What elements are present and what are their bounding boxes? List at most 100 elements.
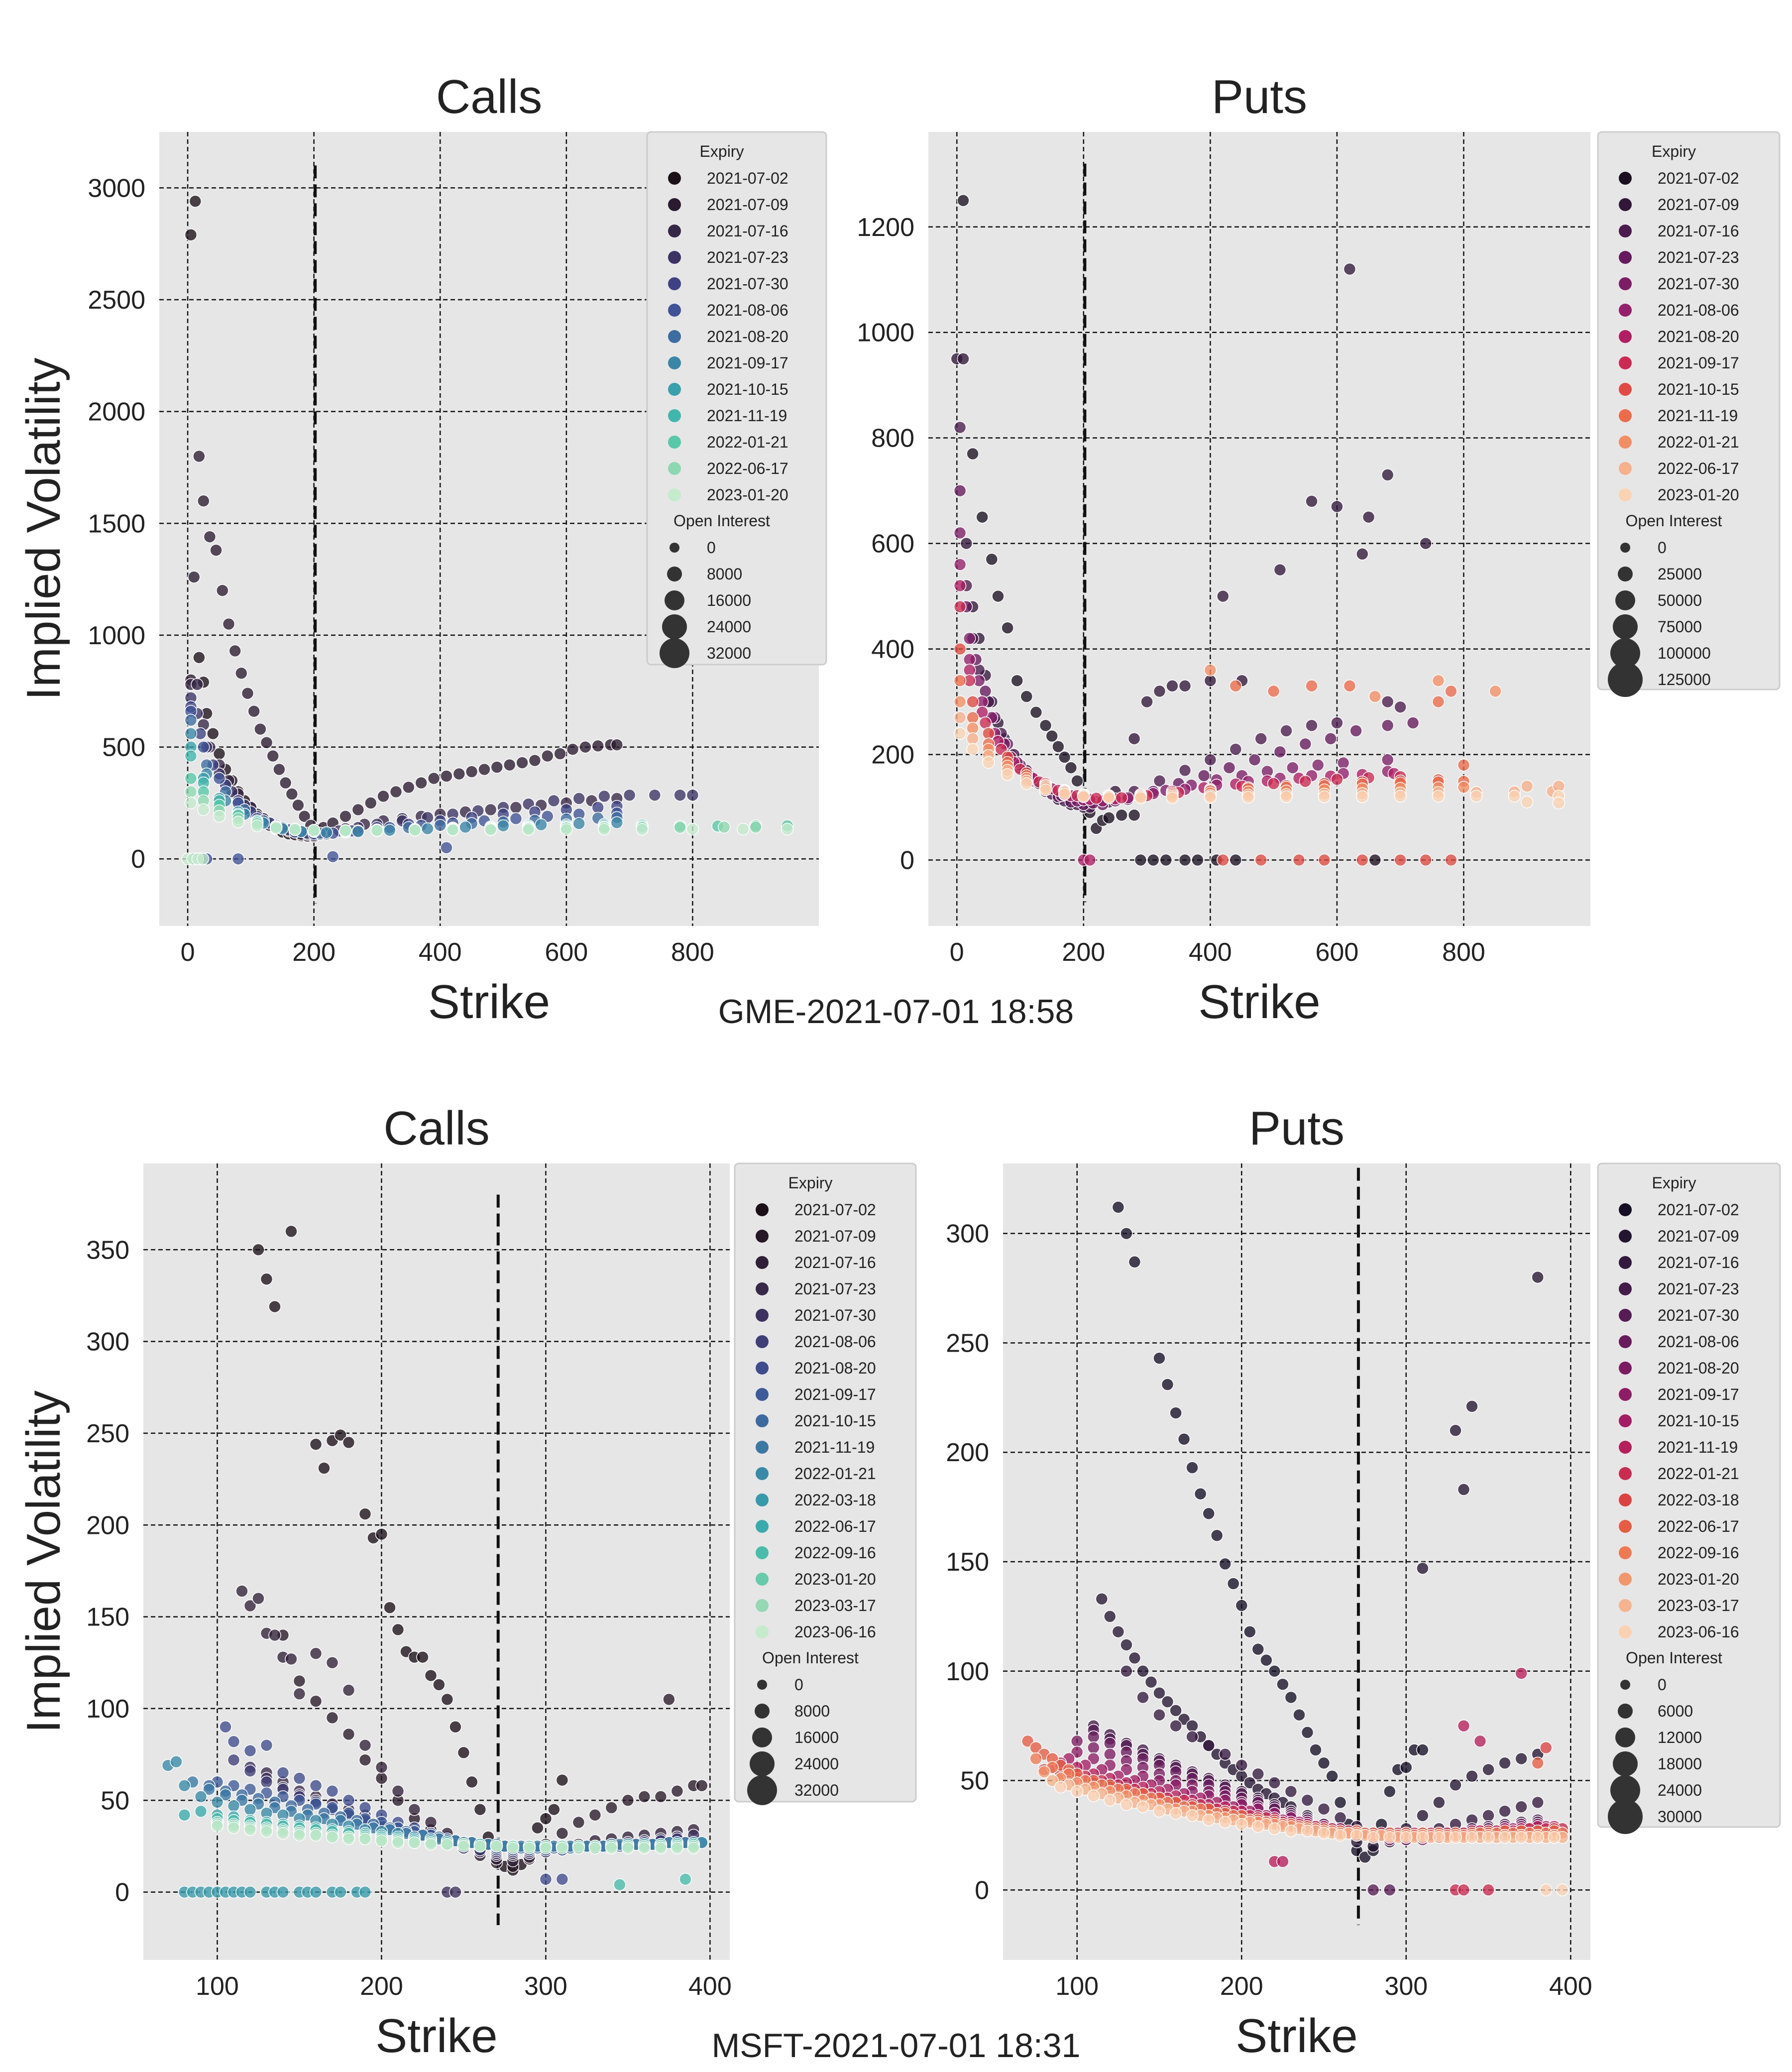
data-point: [1090, 792, 1103, 805]
legend-marker: [1619, 436, 1632, 449]
data-point: [250, 819, 264, 832]
data-point: [285, 788, 299, 801]
legend-size-label: 16000: [794, 1728, 839, 1746]
data-point: [191, 678, 204, 691]
data-point: [588, 1842, 602, 1854]
data-point: [1070, 1785, 1084, 1798]
data-point: [982, 727, 995, 740]
y-axis-label: Implied Volatility: [17, 357, 70, 700]
data-point: [203, 1783, 216, 1796]
legend-expiry-title: Expiry: [700, 142, 744, 160]
data-point: [1318, 853, 1331, 867]
data-point: [963, 632, 976, 645]
data-point: [509, 801, 523, 814]
series-2023-06-16: [1054, 1780, 1569, 1897]
data-point: [1058, 751, 1071, 764]
legend-expiry-label: 2021-10-15: [1658, 1412, 1739, 1430]
data-point: [953, 711, 967, 724]
data-point: [556, 1873, 569, 1886]
data-point: [193, 651, 206, 664]
legend-expiry-label: 2021-10-15: [794, 1412, 876, 1430]
data-point: [364, 797, 377, 809]
legend-size-marker: [1615, 1727, 1635, 1747]
x-tick-label: 100: [196, 1972, 239, 2001]
data-point: [415, 776, 428, 790]
data-point: [1260, 1654, 1273, 1667]
data-point: [210, 544, 223, 557]
legend-expiry-label: 2021-08-20: [707, 328, 788, 345]
data-point: [1127, 732, 1141, 745]
data-point: [243, 1885, 257, 1899]
data-point: [636, 823, 649, 836]
data-point: [686, 822, 699, 836]
data-point: [452, 767, 466, 781]
data-point: [554, 747, 566, 760]
legend-expiry-label: 2021-09-17: [794, 1385, 876, 1403]
legend-size-marker: [747, 1775, 777, 1805]
data-point: [440, 770, 453, 783]
legend-expiry-title: Expiry: [1652, 1174, 1696, 1192]
data-point: [1432, 790, 1445, 803]
data-point: [966, 732, 979, 745]
legend-marker: [668, 436, 681, 449]
data-point: [979, 716, 992, 729]
legend-expiry-label: 2021-08-20: [794, 1359, 876, 1377]
data-point: [1058, 788, 1071, 801]
data-point: [459, 820, 472, 834]
y-tick-label: 600: [871, 530, 914, 559]
data-point: [953, 674, 967, 687]
data-point: [1064, 761, 1078, 774]
data-point: [528, 754, 542, 767]
legend-marker: [1619, 1494, 1632, 1506]
legend-expiry-label: 2021-08-06: [707, 301, 788, 319]
legend-marker: [756, 1388, 769, 1401]
y-tick-label: 800: [871, 424, 914, 453]
panel-title: Puts: [1212, 70, 1307, 123]
data-point: [1020, 690, 1033, 703]
legend-marker: [756, 1546, 769, 1559]
data-point: [1548, 1831, 1561, 1844]
data-point: [1498, 1756, 1511, 1770]
data-point: [235, 1585, 248, 1598]
data-point: [1515, 1800, 1528, 1814]
data-point: [375, 1834, 388, 1847]
data-point: [1465, 1831, 1478, 1844]
data-point: [686, 789, 699, 802]
data-point: [957, 352, 970, 365]
data-point: [1286, 761, 1299, 774]
data-point: [556, 1827, 569, 1840]
data-point: [252, 1592, 265, 1605]
data-point: [375, 1527, 388, 1541]
data-point: [1301, 1794, 1314, 1807]
data-point: [1136, 1691, 1149, 1704]
legend-size-marker: [667, 567, 682, 581]
y-tick-label: 300: [86, 1328, 129, 1357]
data-point: [1317, 1756, 1331, 1770]
legend-expiry-label: 2021-07-23: [1658, 248, 1739, 266]
data-point: [1334, 1796, 1347, 1809]
legend-expiry-label: 2021-07-16: [707, 222, 788, 240]
data-point: [992, 589, 1005, 603]
data-point: [1136, 1800, 1149, 1814]
data-point: [1305, 719, 1318, 732]
data-point: [1293, 1708, 1306, 1722]
y-tick-label: 500: [102, 733, 145, 762]
y-tick-label: 250: [946, 1329, 989, 1358]
data-point: [598, 823, 611, 836]
data-point: [718, 820, 731, 834]
legend-marker: [1619, 356, 1632, 369]
x-tick-label: 300: [524, 1972, 567, 2001]
data-point: [539, 1812, 553, 1825]
legend-size-marker: [660, 638, 689, 668]
data-point: [1070, 1734, 1084, 1748]
data-point: [671, 1785, 684, 1798]
data-point: [268, 1628, 281, 1642]
legend-size-label: 6000: [1658, 1702, 1693, 1720]
data-point: [953, 526, 967, 540]
x-tick-label: 400: [688, 1972, 732, 2001]
chart-panel-1: 0 200 400 600 800050010001500200025003000Cal…: [17, 70, 827, 1029]
data-point: [1039, 719, 1052, 732]
data-point: [391, 1623, 405, 1636]
data-point: [227, 1753, 240, 1766]
data-point: [449, 1721, 462, 1733]
